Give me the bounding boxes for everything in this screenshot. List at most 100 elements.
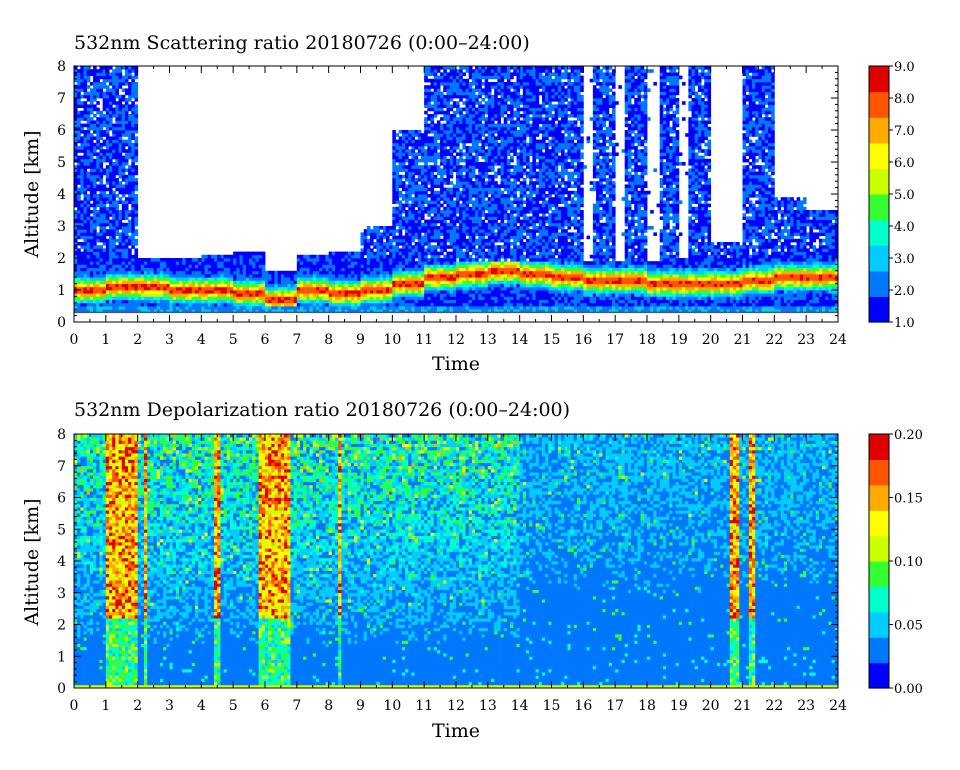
heatmap-cell	[201, 280, 205, 284]
heatmap-cell	[74, 175, 78, 179]
heatmap-cell	[134, 248, 138, 252]
heatmap-cell	[134, 268, 138, 272]
heatmap-cell	[249, 274, 253, 278]
heatmap-cell	[119, 69, 123, 73]
heatmap-cell	[217, 255, 221, 259]
heatmap-cell	[389, 290, 393, 294]
heatmap-cell	[373, 226, 377, 230]
heatmap-cell	[281, 280, 285, 284]
heatmap-cell	[109, 108, 113, 112]
heatmap-cell	[192, 306, 196, 310]
heatmap-cell	[77, 232, 81, 236]
heatmap-cell	[122, 252, 126, 256]
heatmap-cell	[115, 143, 119, 147]
heatmap-cell	[192, 271, 196, 275]
heatmap-cell	[383, 280, 387, 284]
heatmap-cell	[90, 191, 94, 195]
heatmap-cell	[361, 303, 365, 307]
heatmap-cell	[157, 271, 161, 275]
heatmap-cell	[189, 258, 193, 262]
heatmap-cell	[109, 258, 113, 262]
heatmap-cell	[319, 268, 323, 272]
heatmap-cell	[119, 172, 123, 176]
heatmap-cell	[90, 242, 94, 246]
heatmap-cell	[386, 303, 390, 307]
heatmap-cell	[125, 88, 129, 92]
heatmap-cell	[335, 268, 339, 272]
heatmap-cell	[364, 306, 368, 310]
heatmap-cell	[351, 268, 355, 272]
heatmap-cell	[90, 104, 94, 108]
heatmap-cell	[112, 232, 116, 236]
heatmap-cell	[329, 303, 333, 307]
heatmap-cell	[119, 152, 123, 156]
heatmap-cell	[249, 300, 253, 304]
heatmap-cell	[134, 210, 138, 214]
heatmap-cell	[255, 271, 259, 275]
heatmap-cell	[125, 191, 129, 195]
heatmap-cell	[392, 191, 396, 195]
heatmap-cell	[392, 284, 396, 288]
heatmap-cell	[329, 300, 333, 304]
heatmap-cell	[106, 213, 110, 217]
heatmap-cell	[243, 293, 247, 297]
heatmap-cell	[99, 300, 103, 304]
heatmap-cell	[265, 287, 269, 291]
heatmap-cell	[128, 284, 132, 288]
heatmap-cell	[128, 300, 132, 304]
heatmap-cell	[112, 213, 116, 217]
heatmap-cell	[332, 277, 336, 281]
heatmap-cell	[348, 303, 352, 307]
heatmap-cell	[332, 284, 336, 288]
heatmap-cell	[335, 280, 339, 284]
heatmap-cell	[278, 280, 282, 284]
heatmap-cell	[306, 268, 310, 272]
heatmap-cell	[300, 303, 304, 307]
heatmap-cell	[93, 149, 97, 153]
heatmap-cell	[370, 277, 374, 281]
heatmap-cell	[128, 261, 132, 265]
heatmap-cell	[122, 127, 126, 131]
heatmap-cell	[230, 284, 234, 288]
heatmap-cell	[338, 303, 342, 307]
heatmap-cell	[80, 175, 84, 179]
heatmap-cell	[300, 306, 304, 310]
heatmap-cell	[77, 252, 81, 256]
heatmap-cell	[80, 284, 84, 288]
heatmap-cell	[179, 296, 183, 300]
heatmap-cell	[103, 220, 107, 224]
heatmap-cell	[319, 303, 323, 307]
heatmap-cell	[106, 245, 110, 249]
heatmap-cell	[316, 264, 320, 268]
heatmap-cell	[211, 296, 215, 300]
heatmap-cell	[150, 258, 154, 262]
heatmap-cell	[271, 287, 275, 291]
heatmap-cell	[208, 277, 212, 281]
heatmap-cell	[380, 290, 384, 294]
heatmap-cell	[99, 191, 103, 195]
heatmap-cell	[271, 277, 275, 281]
heatmap-cell	[122, 165, 126, 169]
heatmap-cell	[80, 111, 84, 115]
heatmap-cell	[106, 124, 110, 128]
heatmap-cell	[115, 271, 119, 275]
heatmap-cell	[112, 216, 116, 220]
heatmap-cell	[325, 271, 329, 275]
heatmap-cell	[115, 108, 119, 112]
heatmap-cell	[357, 255, 361, 259]
heatmap-cell	[84, 143, 88, 147]
heatmap-cell	[294, 306, 298, 310]
heatmap-cell	[249, 303, 253, 307]
heatmap-cell	[112, 143, 116, 147]
heatmap-cell	[357, 252, 361, 256]
heatmap-cell	[99, 181, 103, 185]
heatmap-cell	[316, 280, 320, 284]
heatmap-cell	[386, 255, 390, 259]
heatmap-cell	[74, 303, 78, 307]
heatmap-cell	[173, 277, 177, 281]
heatmap-cell	[325, 268, 329, 272]
heatmap-cell	[87, 140, 91, 144]
heatmap-cell	[99, 120, 103, 124]
heatmap-cell	[99, 149, 103, 153]
heatmap-cell	[90, 117, 94, 121]
